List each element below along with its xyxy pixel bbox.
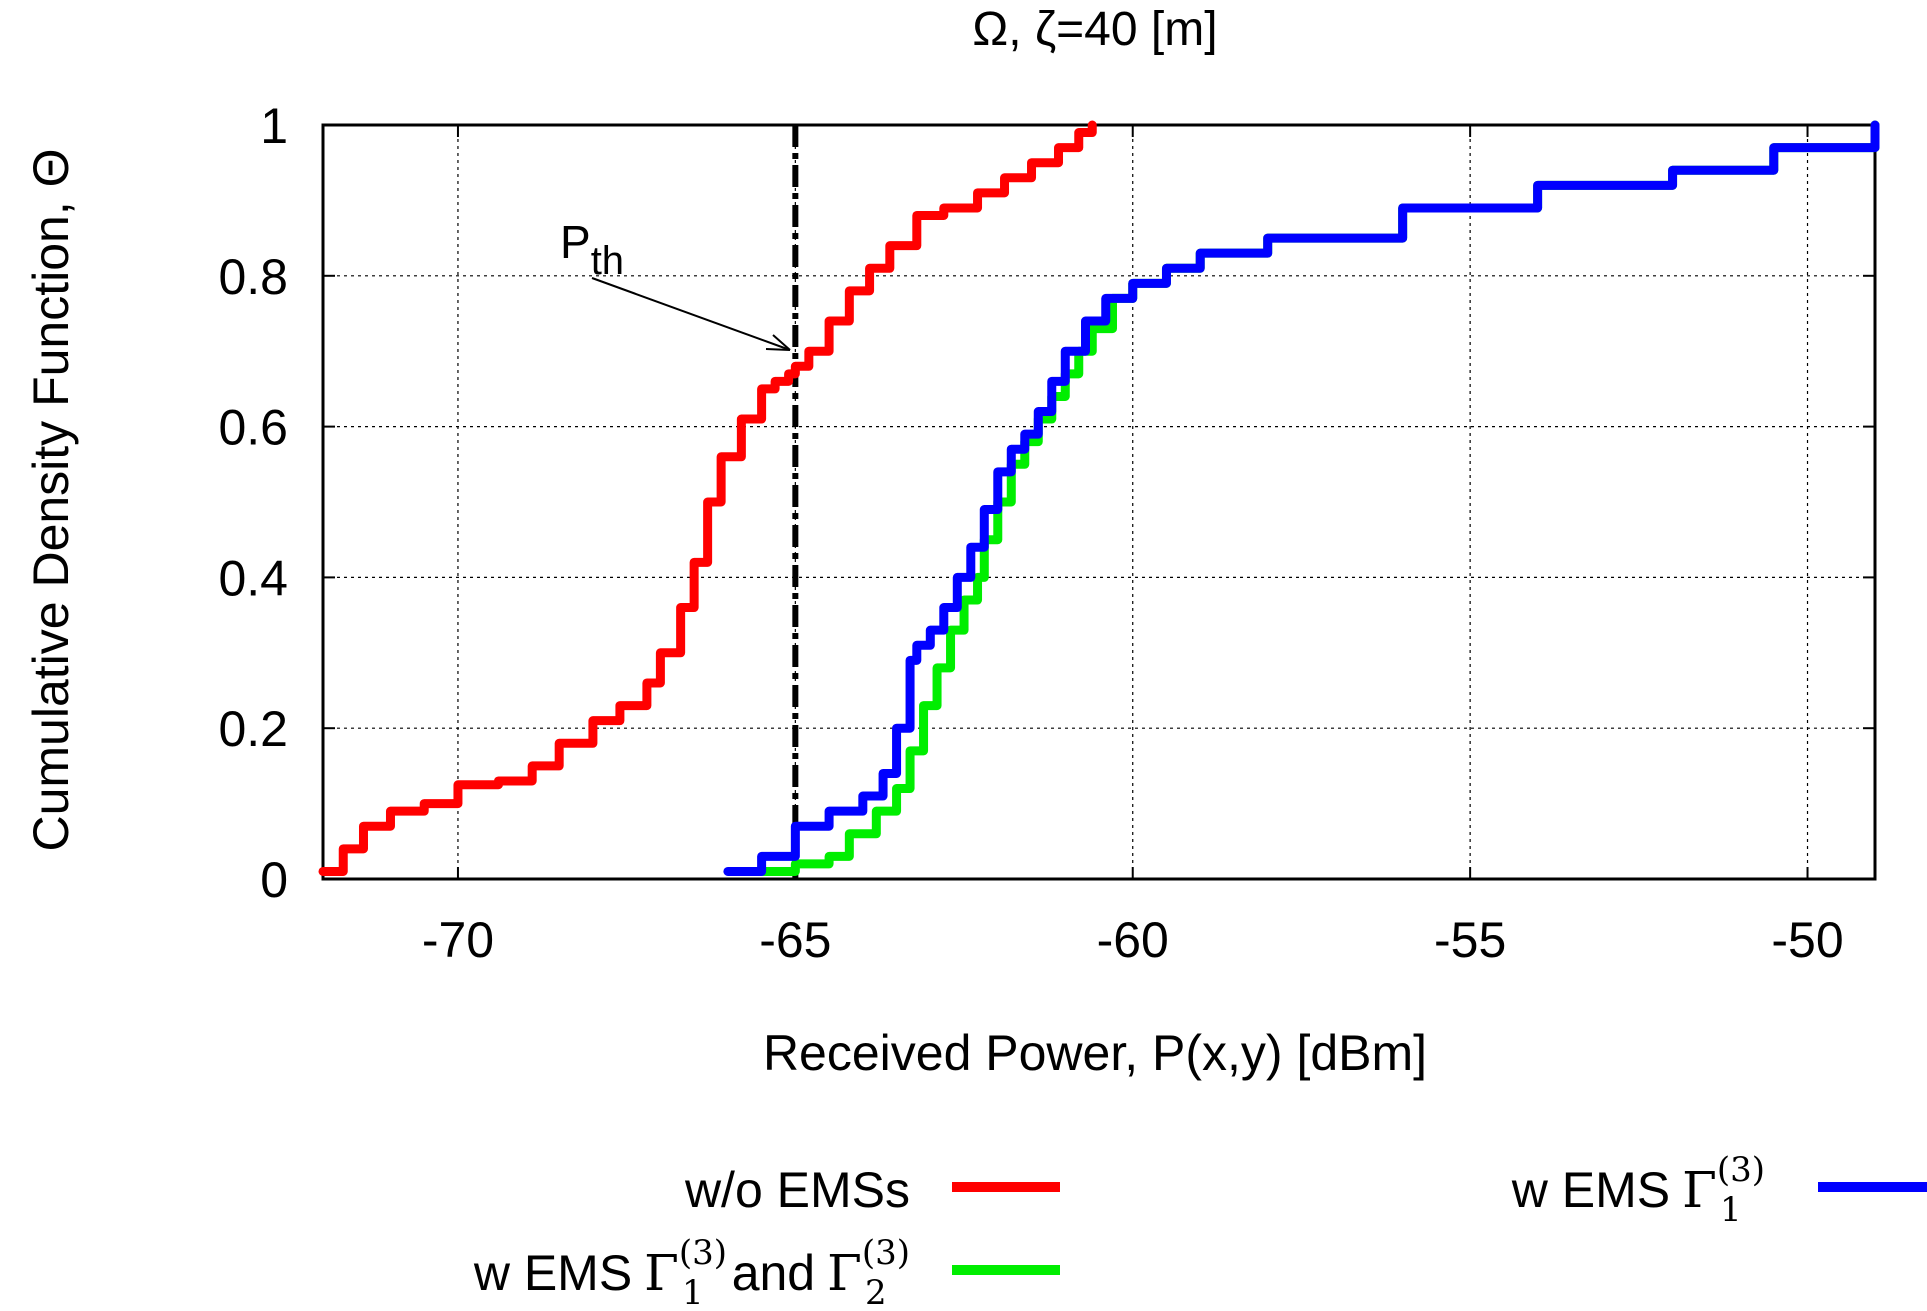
threshold-arrow-head	[765, 334, 791, 351]
y-tick-labels: 0 0.2 0.4 0.6 0.8 1	[218, 98, 288, 908]
x-tick-label: -65	[759, 912, 831, 968]
gamma-sup: (3)	[679, 1233, 727, 1273]
threshold-label-main: P	[560, 216, 591, 268]
y-tick-label: 0.6	[218, 400, 288, 456]
chart-title: Ω, ζ=40 [m]	[972, 3, 1217, 56]
gamma-sup-b: (3)	[1717, 1150, 1765, 1190]
x-tick-label: -70	[422, 912, 494, 968]
legend-and: and	[732, 1245, 815, 1301]
x-tick-label: -55	[1434, 912, 1506, 968]
legend-prefix: w EMS	[473, 1245, 632, 1301]
gamma-symbol-b: Γ	[1682, 1161, 1717, 1219]
gamma-sub-b: 1	[1720, 1190, 1742, 1230]
series-line-2	[723, 120, 1880, 876]
legend: w/o EMSs w EMS Γ(3) 1 and Γ(3) 2 w EMS Γ(3) 1	[473, 1150, 1927, 1311]
x-tick-labels: -70 -65 -60 -55 -50	[422, 912, 1844, 968]
x-tick-label: -50	[1771, 912, 1843, 968]
y-axis-label: Cumulative Density Function, Θ	[23, 148, 79, 851]
gamma-symbol-2: Γ	[827, 1244, 862, 1302]
legend-entry-ems-g1-g2: w EMS Γ(3) 1 and Γ(3) 2	[473, 1233, 1060, 1311]
legend-label-wo-emss: w/o EMSs	[684, 1162, 910, 1218]
threshold-label-sub: th	[591, 239, 624, 283]
x-axis-label: Received Power, P(x,y) [dBm]	[763, 1025, 1427, 1081]
y-tick-label: 0.4	[218, 550, 288, 606]
y-tick-label: 0.8	[218, 249, 288, 305]
legend-label-ems-g1: w EMS Γ(3) 1	[1511, 1150, 1765, 1230]
y-tick-label: 0.2	[218, 701, 288, 757]
y-tick-label: 1	[260, 98, 288, 154]
legend-prefix-b: w EMS	[1511, 1162, 1670, 1218]
gamma-symbol: Γ	[644, 1244, 679, 1302]
legend-label-ems-g1-g2: w EMS Γ(3) 1 and Γ(3) 2	[473, 1233, 910, 1311]
series-lines	[318, 120, 1880, 876]
plot-frame	[321, 123, 1877, 881]
series-line-0	[318, 120, 1097, 876]
threshold-arrow-line	[591, 277, 791, 351]
legend-entry-wo-emss: w/o EMSs	[684, 1162, 1060, 1218]
threshold-annotation: Pth	[560, 216, 791, 351]
gamma-sub-1: 1	[682, 1273, 704, 1311]
y-tick-label: 0	[260, 852, 288, 908]
x-tick-label: -60	[1097, 912, 1169, 968]
gamma-sup-2: (3)	[862, 1233, 910, 1273]
legend-entry-ems-g1: w EMS Γ(3) 1	[1511, 1150, 1927, 1230]
threshold-label: Pth	[560, 216, 624, 283]
gamma-sub-2: 2	[865, 1273, 887, 1311]
